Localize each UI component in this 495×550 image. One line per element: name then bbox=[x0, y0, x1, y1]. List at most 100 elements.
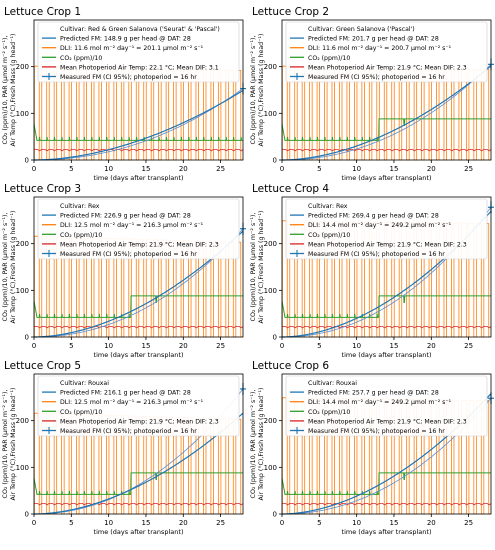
chart-title: Lettuce Crop 2 bbox=[252, 6, 329, 18]
legend-entry: Predicted FM: 216.1 g per head @ DAT: 28 bbox=[60, 389, 191, 397]
y-axis-label: CO₂ (ppm)/10, PAR (μmol m⁻² s⁻¹), Air Tem… bbox=[2, 211, 17, 324]
legend-entry: Measured FM (CI 95%); photoperiod = 16 h… bbox=[308, 428, 445, 435]
legend-box bbox=[285, 198, 488, 260]
y-axis-label-line1: CO₂ (ppm)/10, PAR (μmol m⁻² s⁻¹), bbox=[250, 36, 257, 145]
air-temp-series-line bbox=[282, 149, 492, 152]
y-axis-label: CO₂ (ppm)/10, PAR (μmol m⁻² s⁻¹), Air Tem… bbox=[2, 388, 17, 501]
x-tick-label: 15 bbox=[390, 519, 399, 527]
legend: Cultivar: Rex Predicted FM: 269.4 g per h… bbox=[285, 198, 488, 260]
y-tick-label: 200 bbox=[16, 240, 29, 248]
axes-frame bbox=[281, 196, 492, 338]
legend-entry: Measured FM (CI 95%); photoperiod = 16 h… bbox=[60, 428, 197, 435]
x-tick-label: 20 bbox=[179, 165, 188, 173]
legend-entry: CO₂ (ppm)/10 bbox=[60, 409, 102, 416]
legend-entry: Cultivar: Rex bbox=[308, 203, 348, 210]
axes-frame bbox=[33, 373, 244, 515]
x-tick-label: 0 bbox=[280, 519, 284, 527]
y-tick-label: 0 bbox=[273, 157, 277, 165]
y-tick-label: 100 bbox=[16, 287, 29, 295]
legend-entry: CO₂ (ppm)/10 bbox=[60, 55, 102, 62]
legend-entry: Mean Photoperiod Air Temp: 21.9 °C; Mean… bbox=[60, 417, 219, 425]
legend-entry: Cultivar: Rouxai bbox=[308, 380, 357, 387]
co2-series-line bbox=[281, 472, 491, 495]
legend-entry: DLI: 14.4 mol m⁻² day⁻¹ = 249.2 μmol m⁻²… bbox=[308, 399, 452, 406]
x-tick-label: 15 bbox=[142, 342, 151, 350]
legend-entry: Mean Photoperiod Air Temp: 21.9 °C; Mean… bbox=[308, 417, 467, 425]
x-tick-label: 15 bbox=[142, 519, 151, 527]
y-tick-label: 100 bbox=[16, 464, 29, 472]
legend-entry: DLI: 12.5 mol m⁻² day⁻¹ = 216.3 μmol m⁻²… bbox=[60, 222, 204, 229]
chart-title: Lettuce Crop 5 bbox=[4, 360, 81, 372]
chart-panel-3: Lettuce Crop 3 0 5 10 15 20 25 0 100 200 time (day… bbox=[2, 183, 246, 359]
air-temp-series-line bbox=[34, 326, 244, 329]
chart-panel-4: Lettuce Crop 4 0 5 10 15 20 25 0 100 200 time (day… bbox=[250, 183, 494, 359]
axes-frame bbox=[281, 373, 492, 515]
chart-title: Lettuce Crop 6 bbox=[252, 360, 329, 372]
x-tick-label: 0 bbox=[280, 342, 284, 350]
y-tick-label: 200 bbox=[16, 417, 29, 425]
x-tick-label: 10 bbox=[352, 519, 361, 527]
x-tick-label: 25 bbox=[464, 519, 473, 527]
x-axis-label: time (days after transplant) bbox=[342, 351, 432, 359]
x-tick-label: 5 bbox=[317, 342, 321, 350]
y-axis-label-line2: Air Temp (°C),Fresh Mass (g head⁻¹) bbox=[257, 388, 265, 501]
legend-entry: DLI: 14.4 mol m⁻² day⁻¹ = 249.2 μmol m⁻²… bbox=[308, 222, 452, 229]
x-tick-label: 10 bbox=[104, 519, 113, 527]
y-axis-label-line1: CO₂ (ppm)/10, PAR (μmol m⁻² s⁻¹), bbox=[2, 36, 9, 145]
legend-entry: DLI: 11.6 mol m⁻² day⁻¹ = 201.1 μmol m⁻²… bbox=[60, 45, 204, 52]
legend-entry: Cultivar: Rex bbox=[60, 203, 100, 210]
x-tick-label: 10 bbox=[352, 165, 361, 173]
x-tick-label: 10 bbox=[352, 342, 361, 350]
co2-series-line bbox=[281, 295, 491, 318]
legend-entry: Measured FM (CI 95%); photoperiod = 16 h… bbox=[308, 74, 445, 81]
axes-frame bbox=[33, 196, 244, 338]
x-tick-label: 5 bbox=[69, 342, 73, 350]
chart-panel-1: Lettuce Crop 1 0 5 10 15 20 25 0 100 200 time (day… bbox=[2, 6, 246, 182]
y-axis-label: CO₂ (ppm)/10, PAR (μmol m⁻² s⁻¹), Air Tem… bbox=[250, 211, 265, 324]
co2-series-line bbox=[281, 118, 491, 141]
y-tick-label: 100 bbox=[16, 110, 29, 118]
legend-entry: Predicted FM: 201.7 g per head @ DAT: 28 bbox=[308, 35, 439, 43]
x-tick-label: 20 bbox=[427, 342, 436, 350]
legend-entry: Predicted FM: 148.9 g per head @ DAT: 28 bbox=[60, 35, 191, 43]
x-axis-label: time (days after transplant) bbox=[94, 351, 184, 359]
y-axis-label: CO₂ (ppm)/10, PAR (μmol m⁻² s⁻¹), Air Tem… bbox=[250, 388, 265, 501]
chart-panel-2: Lettuce Crop 2 0 5 10 15 20 25 0 100 200 time (day… bbox=[250, 6, 494, 182]
predicted-fm-line bbox=[281, 65, 492, 161]
measured-fm-line bbox=[33, 228, 244, 338]
legend-entry: CO₂ (ppm)/10 bbox=[60, 232, 102, 239]
y-tick-label: 0 bbox=[273, 334, 277, 342]
legend-box bbox=[37, 375, 240, 437]
predicted-fm-line bbox=[33, 89, 244, 161]
legend-entry: Measured FM (CI 95%); photoperiod = 16 h… bbox=[308, 251, 445, 258]
x-tick-label: 20 bbox=[427, 165, 436, 173]
legend-entry: Predicted FM: 257.7 g per head @ DAT: 28 bbox=[308, 389, 439, 397]
x-tick-label: 0 bbox=[32, 519, 36, 527]
y-tick-label: 0 bbox=[25, 511, 29, 519]
legend-entry: CO₂ (ppm)/10 bbox=[308, 55, 350, 62]
y-axis-label-line2: Air Temp (°C),Fresh Mass (g head⁻¹) bbox=[9, 34, 17, 147]
x-axis-label: time (days after transplant) bbox=[342, 528, 432, 536]
legend-entry: Mean Photoperiod Air Temp: 21.9 °C; Mean… bbox=[308, 240, 467, 248]
x-tick-label: 10 bbox=[104, 342, 113, 350]
legend-entry: Cultivar: Rouxai bbox=[60, 380, 109, 387]
chart-title: Lettuce Crop 1 bbox=[4, 6, 81, 18]
x-tick-label: 5 bbox=[69, 519, 73, 527]
axes-frame bbox=[33, 19, 244, 161]
y-tick-label: 200 bbox=[264, 240, 277, 248]
legend-entry: Predicted FM: 269.4 g per head @ DAT: 28 bbox=[308, 212, 439, 220]
y-axis-label-line2: Air Temp (°C),Fresh Mass (g head⁻¹) bbox=[257, 211, 265, 324]
x-tick-label: 5 bbox=[317, 519, 321, 527]
legend: Cultivar: Red & Green Salanova ('Seurat'… bbox=[37, 21, 240, 83]
measured-fm-line bbox=[282, 64, 492, 161]
x-tick-label: 20 bbox=[179, 342, 188, 350]
chart-panel-6: Lettuce Crop 6 0 5 10 15 20 25 0 100 200 time (day… bbox=[250, 360, 494, 536]
chart-title: Lettuce Crop 3 bbox=[4, 183, 81, 195]
y-tick-label: 100 bbox=[264, 464, 277, 472]
legend-entry: DLI: 11.6 mol m⁻² day⁻¹ = 200.7 μmol m⁻²… bbox=[308, 45, 452, 52]
measured-fm-line bbox=[34, 88, 244, 161]
air-temp-series-line bbox=[282, 503, 492, 506]
legend-entry: CO₂ (ppm)/10 bbox=[308, 409, 350, 416]
predicted-fm-line bbox=[33, 230, 244, 338]
